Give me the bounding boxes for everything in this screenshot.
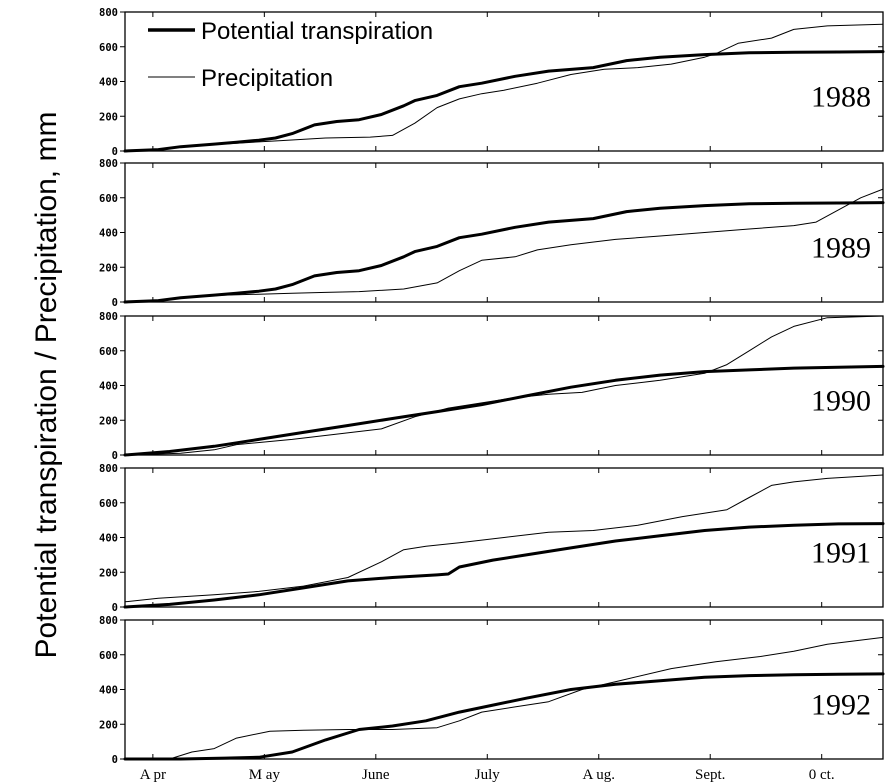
y-tick-label: 800 — [99, 7, 118, 19]
y-tick-label: 800 — [99, 158, 118, 170]
panel-1989: 0 200 400 600 800 1989 — [99, 158, 885, 309]
panel-1991: 0 200 400 600 800 1991 — [99, 463, 885, 614]
series-precipitation — [124, 636, 884, 760]
year-label: 1988 — [811, 81, 871, 114]
y-tick-label: 600 — [99, 498, 118, 510]
panel-1988: 0 200 400 600 800 1988 — [99, 7, 885, 158]
x-tick-label: Sept. — [695, 767, 725, 783]
series-potential-transpiration — [123, 672, 885, 761]
year-label: 1990 — [811, 385, 871, 418]
y-tick-label: 0 — [112, 146, 118, 158]
x-tick-label: July — [475, 767, 501, 783]
y-tick-label: 800 — [99, 615, 118, 627]
series-precipitation — [124, 23, 884, 152]
x-tick-label: June — [362, 767, 390, 783]
y-tick-label: 400 — [99, 685, 118, 697]
y-tick-label: 600 — [99, 42, 118, 54]
y-tick-label: 800 — [99, 463, 118, 475]
y-tick-label: 600 — [99, 650, 118, 662]
plot-frame — [124, 162, 884, 303]
y-axis-label: Potential transpiration / Precipitation,… — [30, 112, 63, 659]
panel-1992: 0 200 400 600 800 1992 — [99, 615, 885, 766]
legend-label-potential-transpiration: Potential transpiration — [201, 18, 433, 45]
y-tick-label: 200 — [99, 719, 118, 731]
legend: Potential transpiration Precipitation — [148, 18, 433, 92]
x-tick-label: A pr — [140, 767, 166, 783]
y-tick-label: 0 — [112, 602, 118, 614]
series-precipitation — [124, 315, 884, 456]
x-tick-label: M ay — [249, 767, 281, 783]
y-tick-label: 600 — [99, 346, 118, 358]
legend-label-precipitation: Precipitation — [201, 65, 333, 92]
x-tick-label: 0 ct. — [809, 767, 835, 783]
y-tick-label: 200 — [99, 415, 118, 427]
year-label: 1992 — [811, 689, 871, 722]
y-tick-label: 0 — [112, 754, 118, 766]
y-tick-label: 600 — [99, 193, 118, 205]
y-tick-label: 400 — [99, 533, 118, 545]
y-tick-label: 200 — [99, 567, 118, 579]
chart-panels: 0 200 400 600 800 1988 0 200 400 600 800 1989 0 200 40… — [99, 7, 885, 766]
y-tick-label: 0 — [112, 450, 118, 462]
series-potential-transpiration — [123, 364, 885, 457]
series-potential-transpiration — [123, 50, 885, 153]
year-label: 1991 — [811, 537, 871, 570]
y-tick-label: 200 — [99, 111, 118, 123]
y-tick-label: 0 — [112, 297, 118, 309]
x-tick-label: A ug. — [582, 767, 615, 783]
y-tick-label: 200 — [99, 262, 118, 274]
y-tick-label: 800 — [99, 311, 118, 323]
x-axis: A pr M ay June July A ug. Sept. 0 ct. — [140, 767, 835, 783]
series-potential-transpiration — [123, 201, 885, 304]
panel-1990: 0 200 400 600 800 1990 — [99, 311, 885, 462]
series-potential-transpiration — [123, 522, 885, 609]
series-precipitation — [124, 188, 884, 303]
y-tick-label: 400 — [99, 381, 118, 393]
y-tick-label: 400 — [99, 77, 118, 89]
plot-frame — [124, 315, 884, 456]
series-precipitation — [124, 474, 884, 603]
y-tick-label: 400 — [99, 228, 118, 240]
year-label: 1989 — [811, 232, 871, 265]
